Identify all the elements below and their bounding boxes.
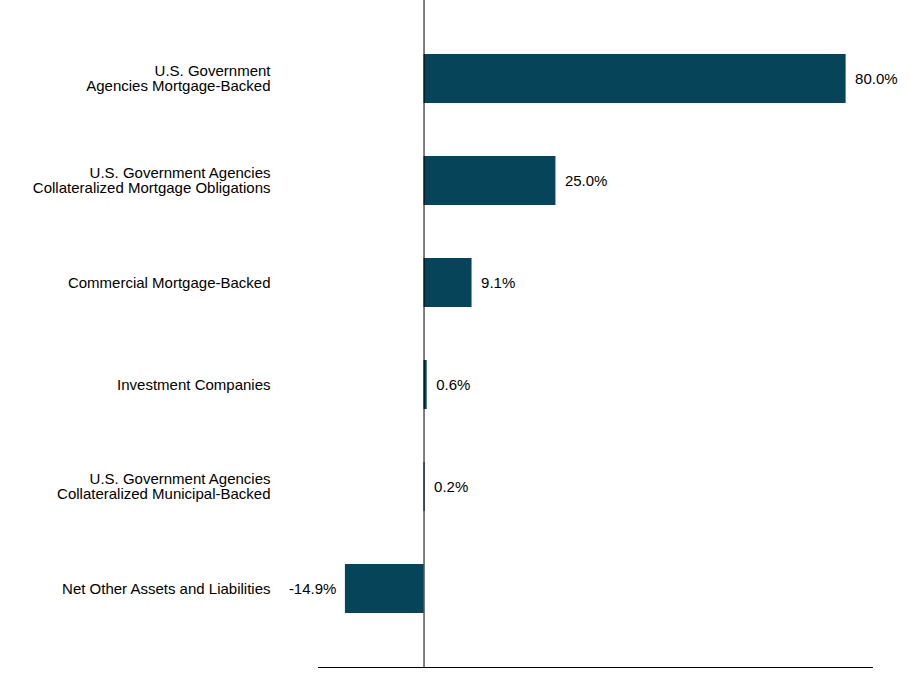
svg-text:9.1%: 9.1% (481, 274, 515, 291)
svg-text:25.0%: 25.0% (565, 172, 608, 189)
svg-text:U.S. GovernmentAgencies Mortga: U.S. GovernmentAgencies Mortgage-Backed (86, 62, 271, 94)
svg-text:0.6%: 0.6% (436, 376, 470, 393)
svg-text:Investment Companies: Investment Companies (117, 376, 270, 393)
svg-text:0.2%: 0.2% (434, 478, 468, 495)
svg-text:Commercial Mortgage-Backed: Commercial Mortgage-Backed (68, 274, 271, 291)
svg-text:Net Other Assets and Liabiliti: Net Other Assets and Liabilities (62, 580, 270, 597)
svg-text:U.S. Government AgenciesCollat: U.S. Government AgenciesCollateralized M… (57, 470, 270, 502)
svg-text:80.0%: 80.0% (855, 70, 898, 87)
svg-text:U.S. Government AgenciesCollat: U.S. Government AgenciesCollateralized M… (33, 164, 271, 196)
svg-text:-14.9%: -14.9% (289, 580, 337, 597)
